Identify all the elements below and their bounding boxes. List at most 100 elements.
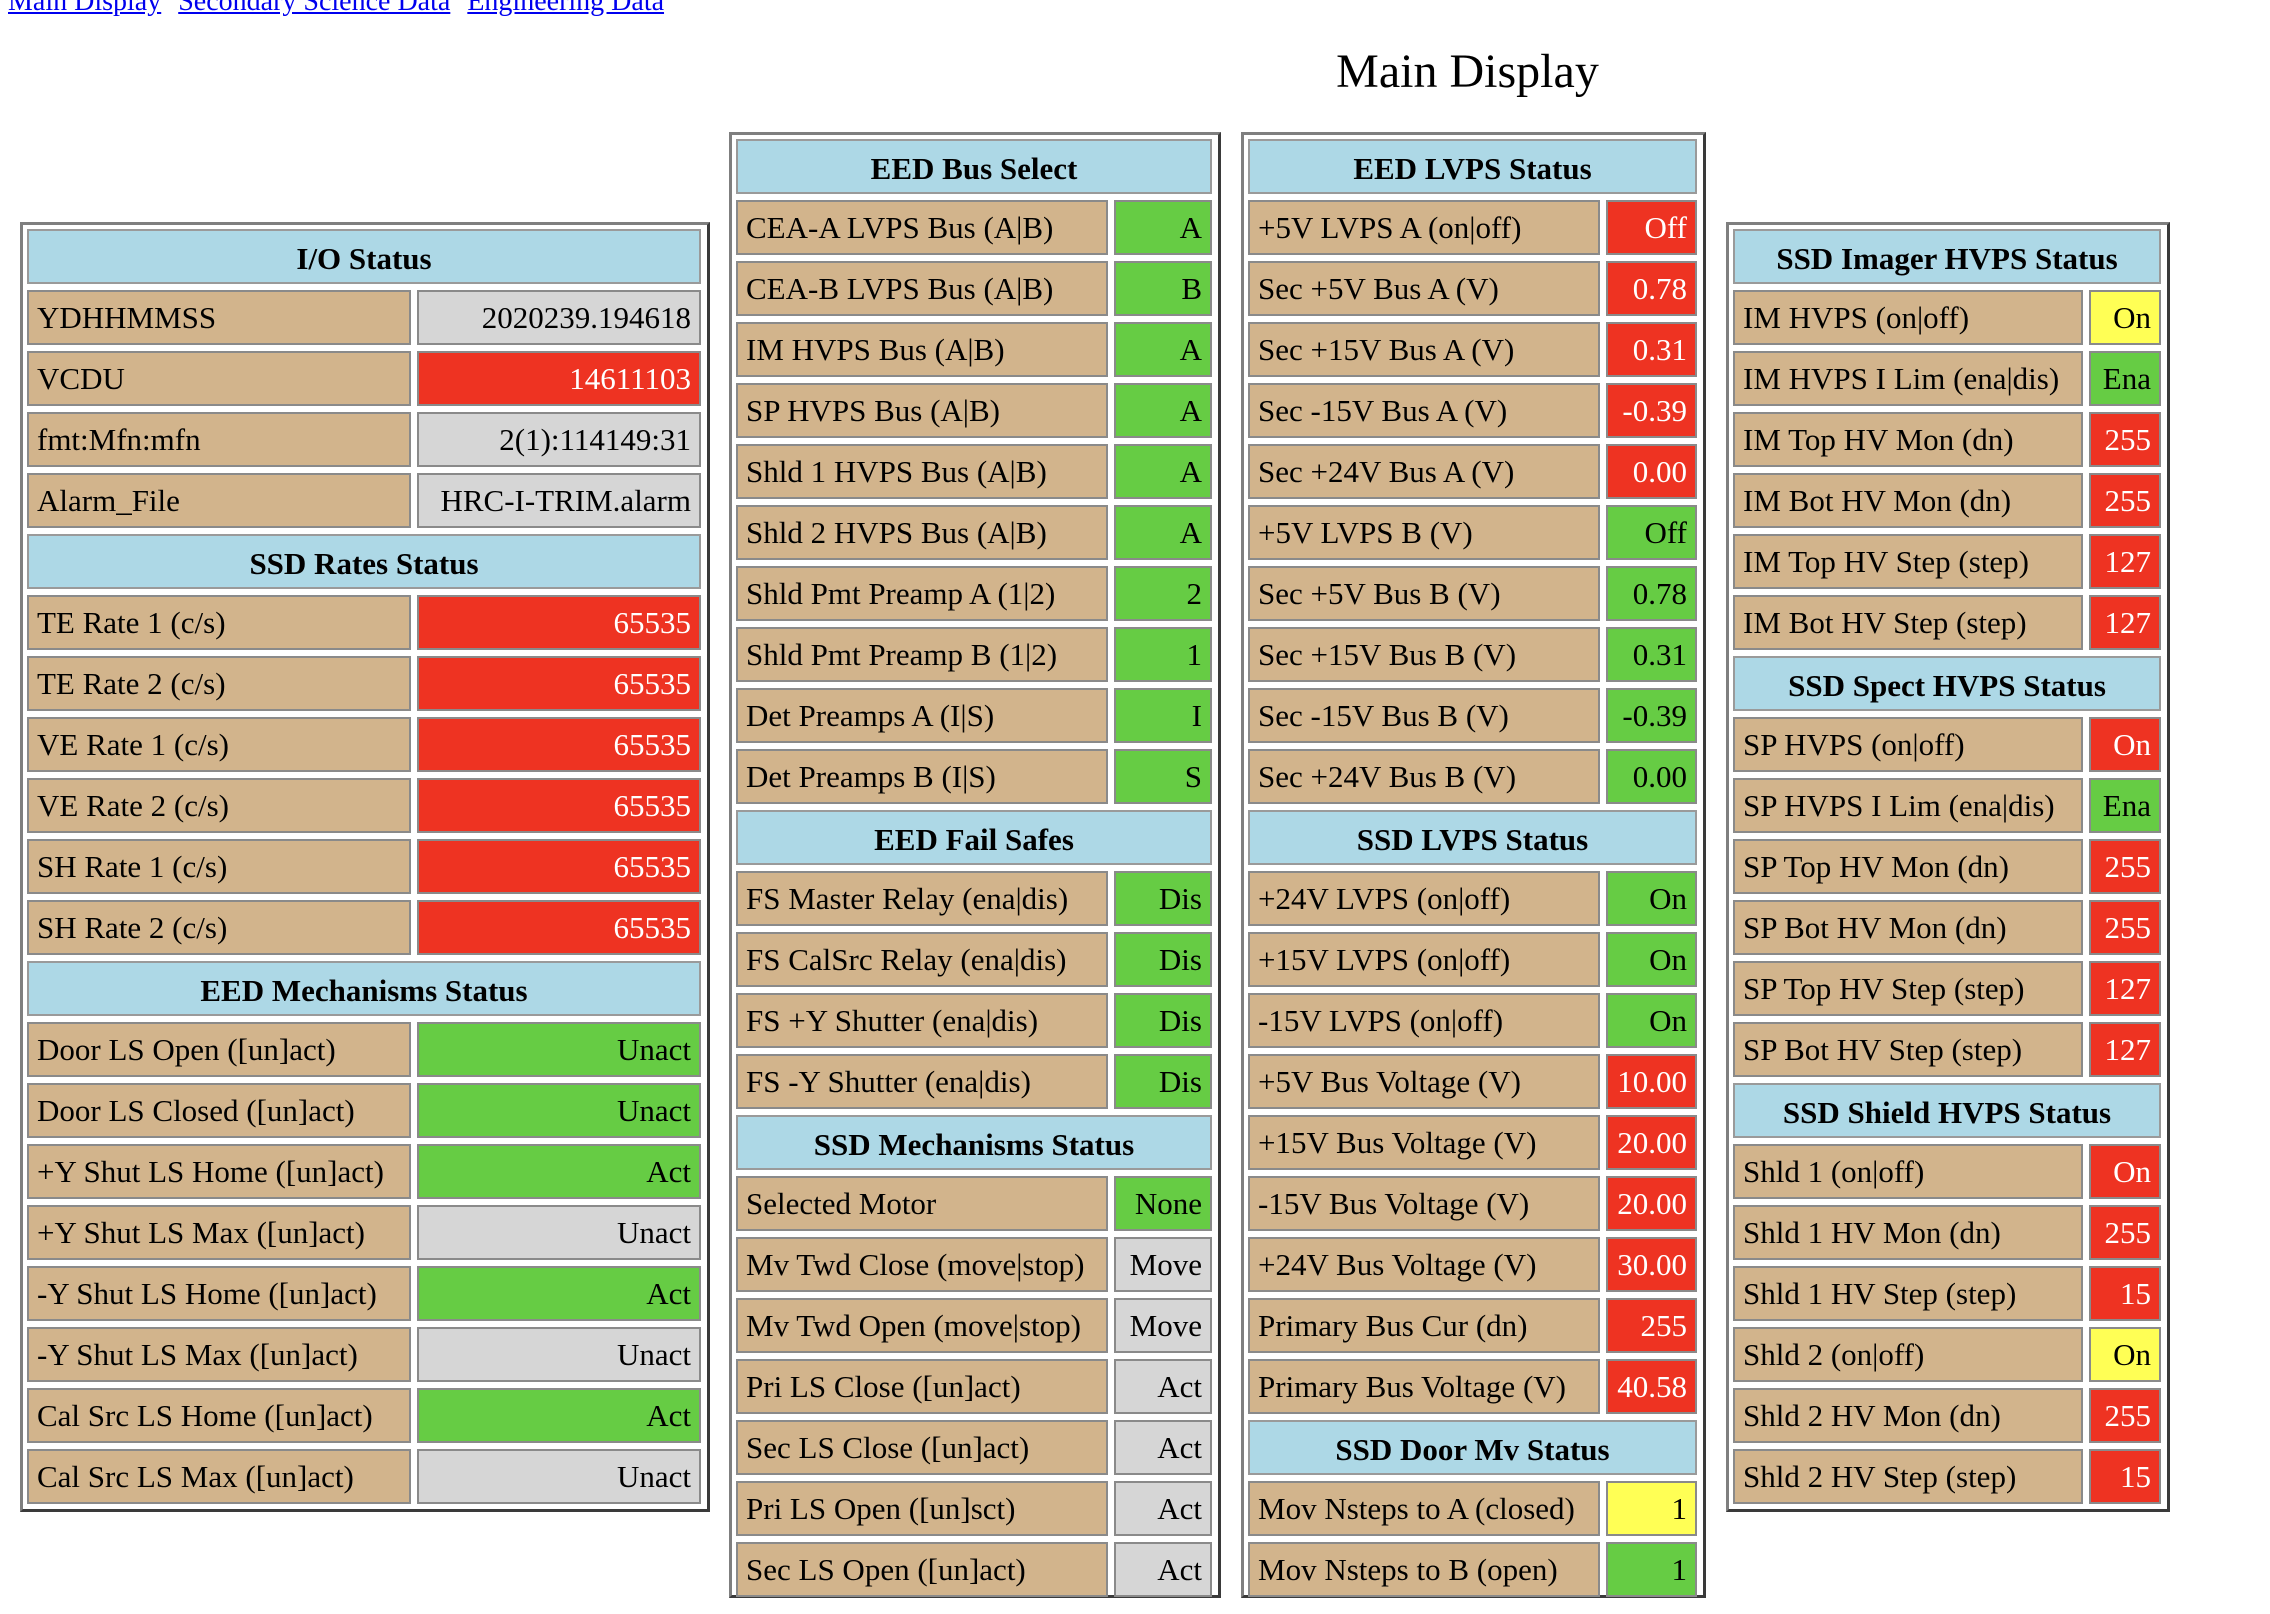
status-label: SP Top HV Step (step) <box>1733 961 2083 1016</box>
status-label: Shld 2 (on|off) <box>1733 1327 2083 1382</box>
status-value: A <box>1114 200 1212 255</box>
status-value: -0.39 <box>1606 383 1697 438</box>
status-value: Unact <box>417 1022 701 1077</box>
status-value: 30.00 <box>1606 1237 1697 1292</box>
status-value: 15 <box>2089 1449 2161 1504</box>
status-value: Act <box>417 1388 701 1443</box>
status-label: Shld Pmt Preamp A (1|2) <box>736 566 1108 621</box>
status-value: On <box>2089 290 2161 345</box>
status-value: 20.00 <box>1606 1115 1697 1170</box>
status-label: Shld 1 HV Step (step) <box>1733 1266 2083 1321</box>
status-label: Shld 2 HVPS Bus (A|B) <box>736 505 1108 560</box>
status-label: SP HVPS I Lim (ena|dis) <box>1733 778 2083 833</box>
status-panel-io-rates-mechanisms: I/O Status YDHHMMSS 2020239.194618 VCDU 1461… <box>20 222 710 1512</box>
status-value: 255 <box>1606 1298 1697 1353</box>
section-header-ssd-imager-hvps-status: SSD Imager HVPS Status <box>1733 229 2161 284</box>
status-value: 0.31 <box>1606 627 1697 682</box>
status-value: 255 <box>2089 412 2161 467</box>
status-value: 1 <box>1606 1481 1697 1536</box>
status-label: FS CalSrc Relay (ena|dis) <box>736 932 1108 987</box>
status-value: Off <box>1606 200 1697 255</box>
section-header-eed-lvps-status: EED LVPS Status <box>1248 139 1697 194</box>
status-label: SP HVPS Bus (A|B) <box>736 383 1108 438</box>
status-label: -Y Shut LS Home ([un]act) <box>27 1266 411 1321</box>
status-label: SP Bot HV Mon (dn) <box>1733 900 2083 955</box>
section-header-ssd-door-mv-status: SSD Door Mv Status <box>1248 1420 1697 1475</box>
status-value: I <box>1114 688 1212 743</box>
status-value: 20.00 <box>1606 1176 1697 1231</box>
status-value: 127 <box>2089 534 2161 589</box>
status-value: 255 <box>2089 839 2161 894</box>
status-value: 127 <box>2089 1022 2161 1077</box>
status-label: +15V Bus Voltage (V) <box>1248 1115 1600 1170</box>
status-label: SH Rate 1 (c/s) <box>27 839 411 894</box>
status-value: Dis <box>1114 932 1212 987</box>
section-header-ssd-lvps-status: SSD LVPS Status <box>1248 810 1697 865</box>
status-value: Act <box>1114 1359 1212 1414</box>
status-value: B <box>1114 261 1212 316</box>
section-header-ssd-rates-status: SSD Rates Status <box>27 534 701 589</box>
status-label: Sec -15V Bus A (V) <box>1248 383 1600 438</box>
section-header-ssd-shield-hvps-status: SSD Shield HVPS Status <box>1733 1083 2161 1138</box>
status-value: A <box>1114 383 1212 438</box>
status-panel-hvps: SSD Imager HVPS Status IM HVPS (on|off) On… <box>1726 222 2170 1512</box>
status-label: +5V LVPS A (on|off) <box>1248 200 1600 255</box>
status-label: +15V LVPS (on|off) <box>1248 932 1600 987</box>
status-label: Mov Nsteps to B (open) <box>1248 1542 1600 1597</box>
status-label: CEA-B LVPS Bus (A|B) <box>736 261 1108 316</box>
status-label: Sec LS Close ([un]act) <box>736 1420 1108 1475</box>
status-label: SH Rate 2 (c/s) <box>27 900 411 955</box>
status-label: FS -Y Shutter (ena|dis) <box>736 1054 1108 1109</box>
status-label: +Y Shut LS Home ([un]act) <box>27 1144 411 1199</box>
status-label: IM HVPS (on|off) <box>1733 290 2083 345</box>
status-panel-lvps-door: EED LVPS Status +5V LVPS A (on|off) Off Sec… <box>1241 132 1706 1598</box>
status-label: IM HVPS Bus (A|B) <box>736 322 1108 377</box>
status-label: SP Top HV Mon (dn) <box>1733 839 2083 894</box>
status-label: +5V Bus Voltage (V) <box>1248 1054 1600 1109</box>
status-value: 0.78 <box>1606 261 1697 316</box>
status-value: 14611103 <box>417 351 701 406</box>
status-value: On <box>1606 993 1697 1048</box>
status-label: Shld 1 (on|off) <box>1733 1144 2083 1199</box>
status-value: 65535 <box>417 656 701 711</box>
status-label: Shld Pmt Preamp B (1|2) <box>736 627 1108 682</box>
nav-link-engineering-data[interactable]: Engineering Data <box>467 0 665 17</box>
status-panel-bus-failsafe-mechanisms: EED Bus Select CEA-A LVPS Bus (A|B) A CEA-B… <box>729 132 1221 1598</box>
status-value: A <box>1114 444 1212 499</box>
status-value: Unact <box>417 1449 701 1504</box>
status-value: HRC-I-TRIM.alarm <box>417 473 701 528</box>
status-label: VCDU <box>27 351 411 406</box>
section-header-ssd-mechanisms-status: SSD Mechanisms Status <box>736 1115 1212 1170</box>
status-value: 255 <box>2089 473 2161 528</box>
status-label: IM Top HV Step (step) <box>1733 534 2083 589</box>
top-nav: Main Display Secondary Science Data Engi… <box>8 0 674 18</box>
status-value: Act <box>417 1266 701 1321</box>
status-label: Sec +24V Bus B (V) <box>1248 749 1600 804</box>
status-label: Cal Src LS Home ([un]act) <box>27 1388 411 1443</box>
section-header-eed-fail-safes: EED Fail Safes <box>736 810 1212 865</box>
status-value: Move <box>1114 1237 1212 1292</box>
status-label: Cal Src LS Max ([un]act) <box>27 1449 411 1504</box>
status-label: Sec +5V Bus B (V) <box>1248 566 1600 621</box>
status-label: YDHHMMSS <box>27 290 411 345</box>
status-value: 1 <box>1114 627 1212 682</box>
status-value: None <box>1114 1176 1212 1231</box>
status-value: S <box>1114 749 1212 804</box>
status-label: +24V LVPS (on|off) <box>1248 871 1600 926</box>
status-value: Act <box>1114 1420 1212 1475</box>
status-label: Mv Twd Close (move|stop) <box>736 1237 1108 1292</box>
status-label: +Y Shut LS Max ([un]act) <box>27 1205 411 1260</box>
status-label: -Y Shut LS Max ([un]act) <box>27 1327 411 1382</box>
status-value: Act <box>1114 1481 1212 1536</box>
status-label: Det Preamps A (I|S) <box>736 688 1108 743</box>
status-label: Primary Bus Cur (dn) <box>1248 1298 1600 1353</box>
status-value: 2 <box>1114 566 1212 621</box>
status-value: 65535 <box>417 900 701 955</box>
nav-link-secondary-science-data[interactable]: Secondary Science Data <box>178 0 451 17</box>
status-value: Dis <box>1114 993 1212 1048</box>
status-value: Ena <box>2089 778 2161 833</box>
status-label: Shld 1 HVPS Bus (A|B) <box>736 444 1108 499</box>
nav-link-main-display[interactable]: Main Display <box>8 0 162 17</box>
section-header-i-o-status: I/O Status <box>27 229 701 284</box>
status-label: IM Top HV Mon (dn) <box>1733 412 2083 467</box>
